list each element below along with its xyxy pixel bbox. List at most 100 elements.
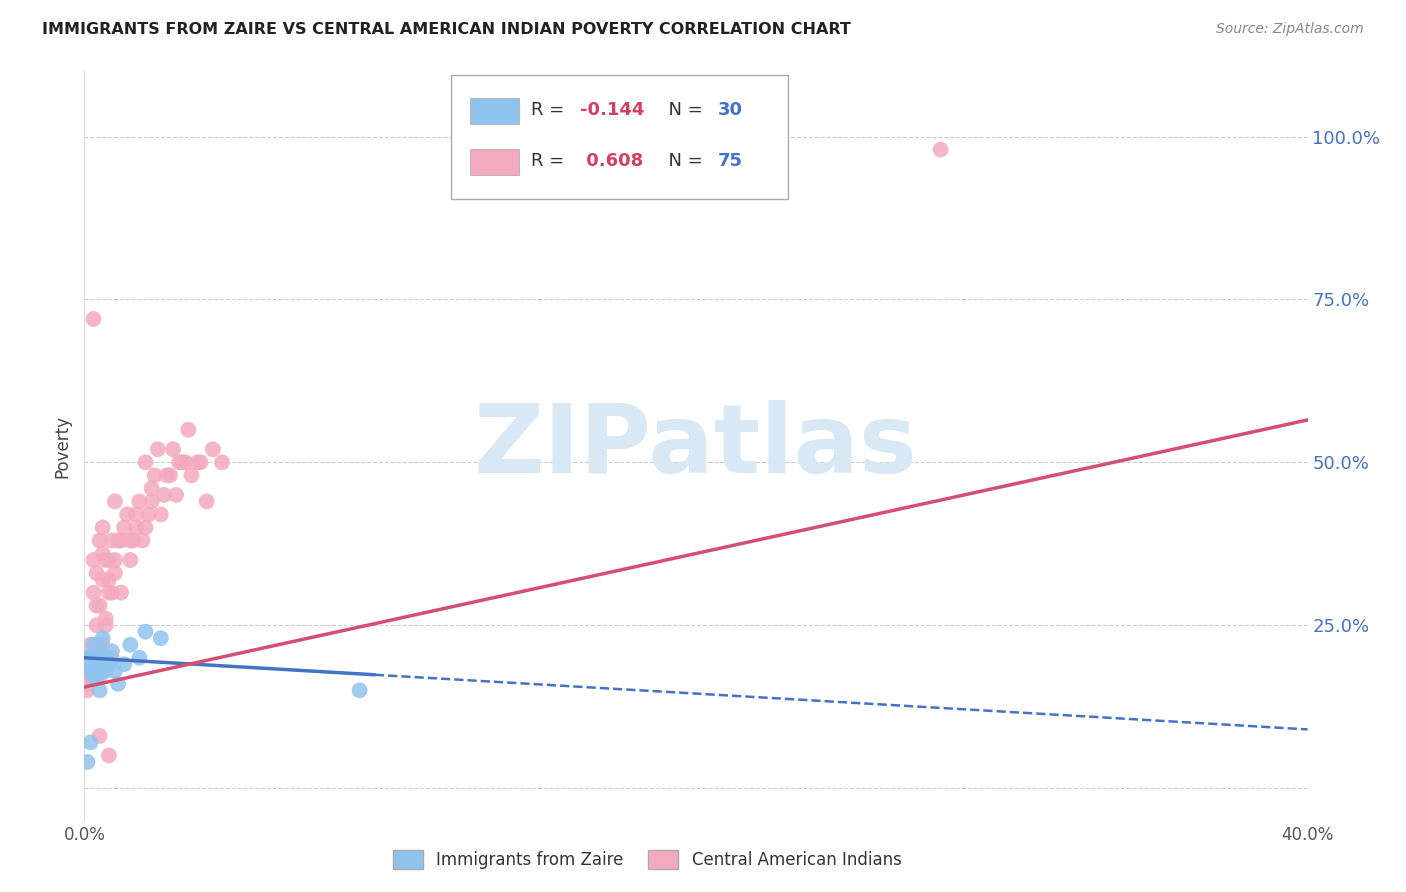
Point — [138, 508, 160, 522]
Point — [76, 677, 98, 691]
Point — [153, 488, 176, 502]
Point — [83, 664, 105, 678]
Point — [120, 553, 142, 567]
Point — [131, 533, 153, 548]
Point — [141, 494, 163, 508]
Point — [101, 644, 124, 658]
Point — [146, 442, 169, 457]
Point — [115, 508, 138, 522]
Point — [91, 664, 114, 678]
Point — [79, 670, 101, 684]
Point — [104, 664, 127, 678]
Point — [97, 748, 120, 763]
FancyBboxPatch shape — [451, 75, 787, 199]
Point — [97, 657, 120, 672]
Point — [79, 650, 101, 665]
Point — [94, 664, 117, 678]
Point — [76, 657, 98, 672]
Point — [120, 533, 142, 548]
Point — [165, 488, 187, 502]
Point — [112, 520, 135, 534]
Point — [180, 468, 202, 483]
Point — [128, 494, 150, 508]
Point — [94, 618, 117, 632]
Point — [86, 599, 108, 613]
Text: N =: N = — [657, 153, 709, 170]
Text: -0.144: -0.144 — [579, 102, 644, 120]
Point — [86, 566, 108, 580]
Point — [86, 670, 108, 684]
Point — [94, 650, 117, 665]
FancyBboxPatch shape — [470, 149, 519, 175]
Point — [211, 455, 233, 469]
Point — [104, 553, 127, 567]
Point — [86, 650, 108, 665]
Point — [89, 670, 111, 684]
Point — [172, 455, 194, 469]
Point — [125, 520, 148, 534]
Point — [174, 455, 197, 469]
Point — [86, 618, 108, 632]
Point — [83, 670, 105, 684]
Point — [83, 650, 105, 665]
Point — [101, 585, 124, 599]
Point — [94, 612, 117, 626]
Point — [91, 631, 114, 645]
Point — [76, 755, 98, 769]
Point — [91, 520, 114, 534]
Point — [89, 657, 111, 672]
Point — [89, 729, 111, 743]
Text: Source: ZipAtlas.com: Source: ZipAtlas.com — [1216, 22, 1364, 37]
Point — [135, 520, 157, 534]
Point — [91, 547, 114, 561]
Point — [104, 566, 127, 580]
Point — [101, 650, 124, 665]
Point — [76, 683, 98, 698]
Point — [120, 638, 142, 652]
Text: 30: 30 — [718, 102, 742, 120]
Text: R =: R = — [531, 102, 569, 120]
Text: 0.608: 0.608 — [579, 153, 643, 170]
Point — [97, 573, 120, 587]
Point — [104, 494, 127, 508]
Point — [94, 553, 117, 567]
Point — [89, 599, 111, 613]
Point — [135, 455, 157, 469]
Legend: Immigrants from Zaire, Central American Indians: Immigrants from Zaire, Central American … — [385, 844, 908, 876]
Point — [83, 585, 105, 599]
Point — [156, 468, 179, 483]
Point — [97, 585, 120, 599]
FancyBboxPatch shape — [470, 98, 519, 124]
Text: IMMIGRANTS FROM ZAIRE VS CENTRAL AMERICAN INDIAN POVERTY CORRELATION CHART: IMMIGRANTS FROM ZAIRE VS CENTRAL AMERICA… — [42, 22, 851, 37]
Point — [79, 735, 101, 749]
Y-axis label: Poverty: Poverty — [53, 415, 72, 477]
Point — [83, 638, 105, 652]
Point — [83, 312, 105, 326]
Point — [91, 573, 114, 587]
Point — [79, 657, 101, 672]
Point — [159, 468, 181, 483]
Point — [79, 664, 101, 678]
Point — [195, 494, 218, 508]
Text: N =: N = — [657, 102, 709, 120]
Point — [167, 455, 190, 469]
Point — [91, 638, 114, 652]
Point — [86, 657, 108, 672]
Point — [149, 508, 172, 522]
Point — [135, 624, 157, 639]
Point — [89, 638, 111, 652]
Point — [79, 664, 101, 678]
Point — [125, 508, 148, 522]
Point — [101, 533, 124, 548]
Point — [201, 442, 224, 457]
Point — [107, 533, 129, 548]
Point — [112, 657, 135, 672]
Point — [110, 585, 132, 599]
Point — [83, 664, 105, 678]
Point — [89, 644, 111, 658]
Text: 75: 75 — [718, 153, 742, 170]
Point — [107, 677, 129, 691]
Point — [190, 455, 212, 469]
Point — [97, 553, 120, 567]
Point — [89, 683, 111, 698]
